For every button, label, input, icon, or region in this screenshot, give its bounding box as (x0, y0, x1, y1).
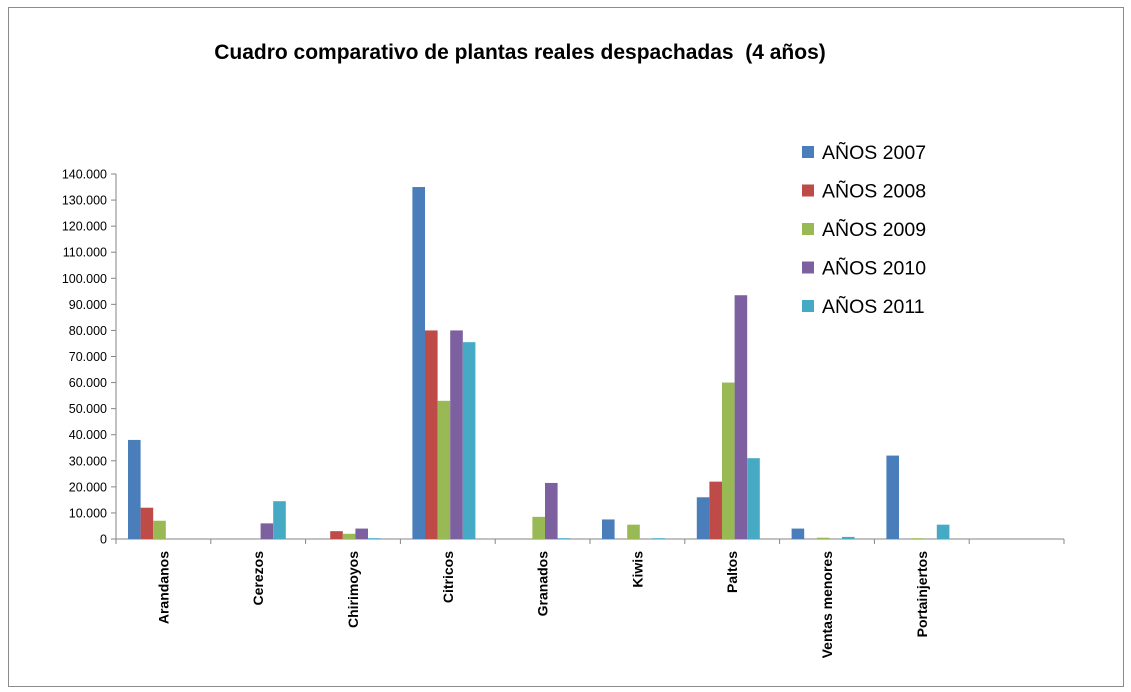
y-tick-label: 120.000 (62, 220, 107, 234)
y-tick-label: 110.000 (63, 246, 107, 260)
y-tick-label: 60.000 (69, 376, 107, 390)
legend-label: AÑOS 2011 (822, 294, 925, 318)
bar (602, 519, 615, 539)
x-category-label: Chirimoyos (345, 551, 361, 628)
bar (412, 187, 425, 540)
bar (545, 482, 558, 539)
legend-label: AÑOS 2007 (822, 140, 926, 164)
bar (342, 533, 356, 539)
y-tick-label: 90.000 (69, 298, 107, 312)
y-tick-label: 80.000 (69, 324, 107, 338)
bar (437, 400, 451, 539)
bar (128, 439, 141, 539)
bar (355, 528, 368, 539)
bar (627, 524, 640, 539)
bar (330, 531, 343, 539)
chart-title: Cuadro comparativo de plantas reales des… (214, 41, 826, 64)
x-category-label: Arandanos (155, 551, 171, 624)
x-category-label: Citricos (440, 551, 456, 603)
y-tick-label: 10.000 (69, 506, 107, 520)
y-tick-label: 20.000 (69, 480, 107, 494)
y-tick-label: 70.000 (69, 350, 107, 364)
bar (936, 524, 950, 539)
bar (911, 538, 925, 539)
bar (425, 330, 438, 539)
x-category-label: Cerezos (250, 551, 266, 606)
legend-label: AÑOS 2008 (822, 179, 926, 203)
y-tick-label: 30.000 (69, 454, 107, 468)
y-tick-label: 50.000 (69, 402, 107, 416)
bar (791, 528, 805, 539)
bar (696, 497, 710, 539)
bar (557, 538, 571, 539)
y-tick-label: 100.000 (62, 272, 107, 286)
y-tick-label: 40.000 (69, 428, 107, 442)
x-category-label: Kiwis (629, 551, 645, 588)
x-category-label: Ventas menores (819, 551, 835, 659)
x-category-label: Granados (535, 551, 551, 617)
bar (734, 295, 748, 539)
bar (816, 537, 830, 539)
chart-frame (8, 7, 1124, 687)
bar (153, 520, 166, 539)
legend-swatch (802, 146, 814, 158)
bar (450, 330, 463, 539)
bar (652, 538, 665, 539)
legend-label: AÑOS 2010 (822, 256, 926, 280)
bar (886, 455, 899, 539)
y-tick-label: 140.000 (62, 168, 107, 182)
bar (532, 516, 545, 539)
legend-label: AÑOS 2009 (822, 217, 926, 241)
bar (747, 458, 760, 539)
legend-swatch (802, 184, 814, 197)
bar (140, 507, 154, 539)
legend-swatch (802, 300, 814, 312)
bar (260, 523, 274, 539)
y-tick-label: 0 (100, 533, 107, 547)
legend-swatch (802, 223, 814, 235)
x-category-label: Paltos (724, 551, 740, 593)
x-category-label: Portainjertos (914, 551, 930, 638)
bar (842, 536, 855, 539)
legend-swatch (802, 261, 814, 274)
bar (368, 538, 381, 539)
bar (462, 342, 476, 539)
bar (709, 481, 722, 539)
bar (722, 382, 735, 539)
y-tick-label: 130.000 (62, 194, 107, 208)
bar (273, 501, 286, 539)
